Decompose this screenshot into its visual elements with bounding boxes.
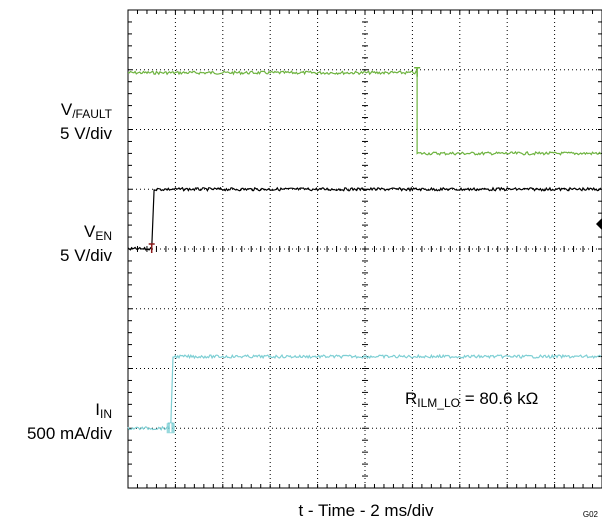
figure-id: G02 bbox=[582, 510, 598, 519]
channel-label-en: VEN 5 V/div bbox=[60, 222, 112, 265]
resistor-annotation: RILM_LO = 80.6 kΩ bbox=[405, 389, 539, 410]
traces bbox=[127, 70, 602, 431]
markers bbox=[148, 66, 602, 434]
trigger-level-icon bbox=[596, 218, 602, 230]
trace-line-0 bbox=[127, 70, 602, 156]
channel-label-in: IIN 500 mA/div bbox=[26, 400, 112, 443]
trace-line-2 bbox=[127, 353, 602, 431]
channel-label-fault: V/FAULT 5 V/div bbox=[60, 100, 112, 143]
trace-line-1 bbox=[127, 186, 602, 251]
x-axis-label: t - Time - 2 ms/div bbox=[298, 501, 434, 520]
grid bbox=[127, 9, 602, 489]
